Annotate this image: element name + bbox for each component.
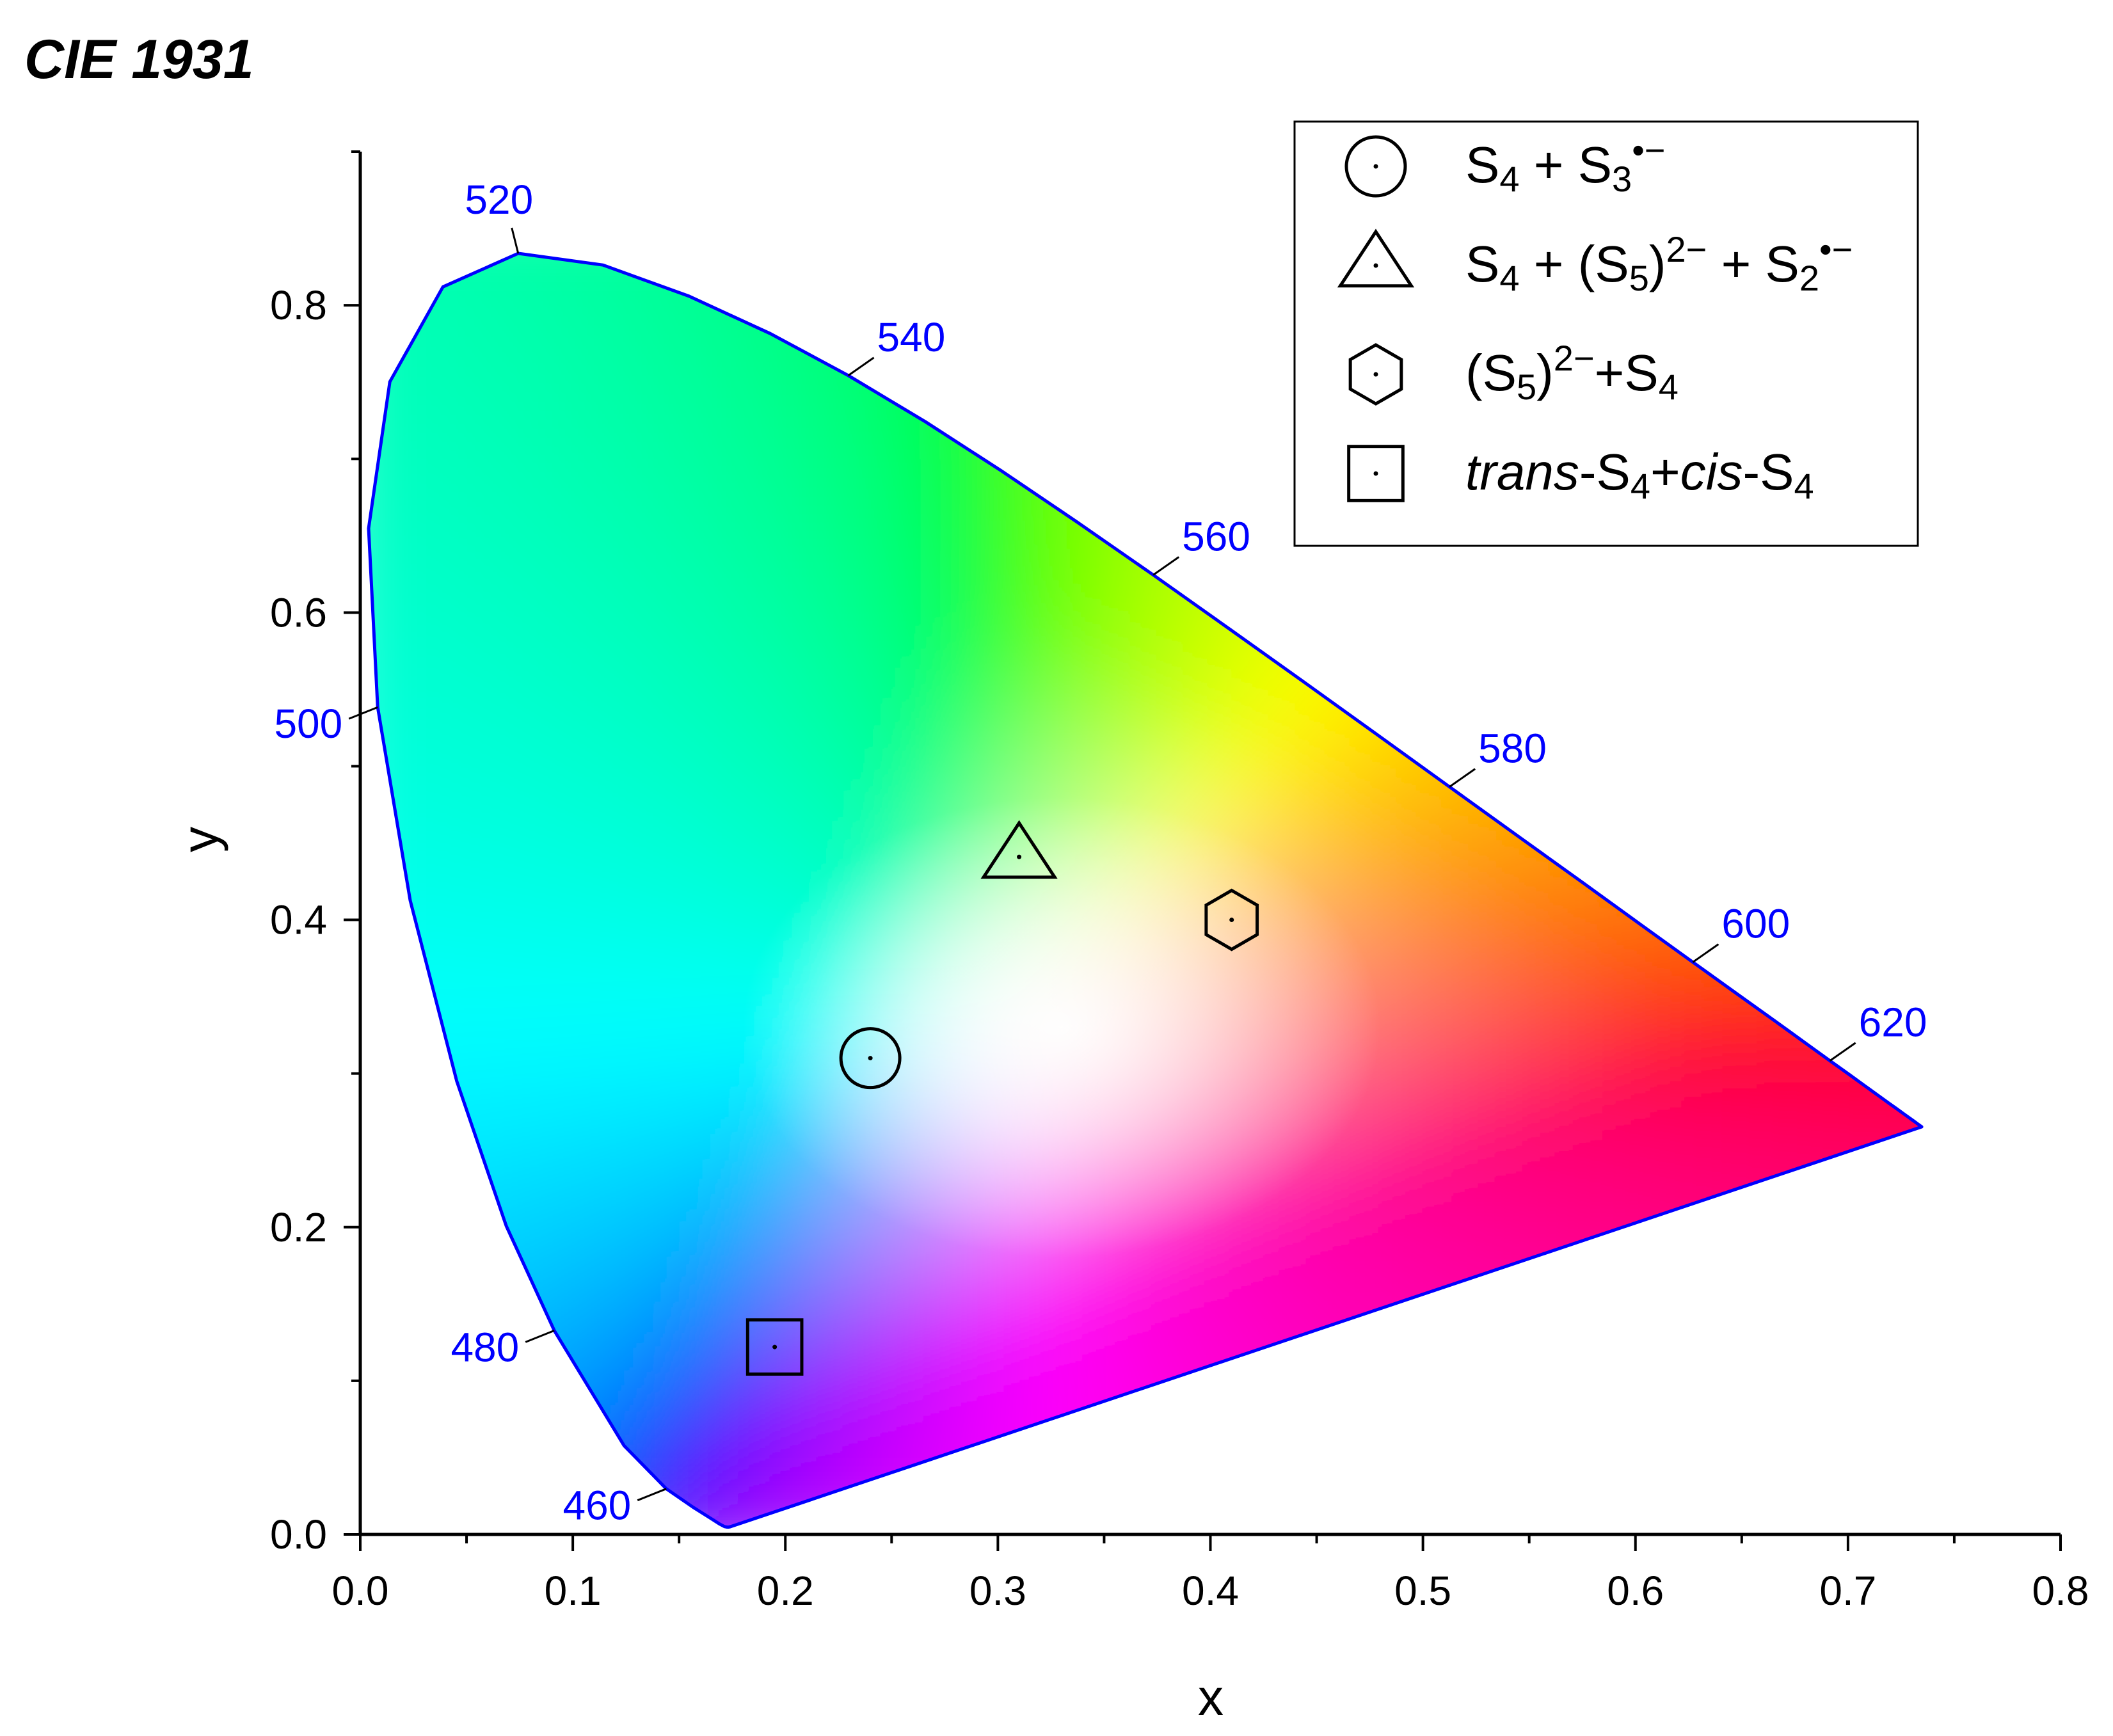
wavelength-tick <box>637 1488 667 1502</box>
y-tick-label: 0.2 <box>270 1204 327 1250</box>
wavelength-tick <box>511 227 520 254</box>
wavelength-label: 500 <box>274 701 342 747</box>
legend-entry: trans-S4+cis-S4 <box>1465 443 1814 506</box>
triangle-legend-marker <box>1337 228 1415 288</box>
x-ticks: 0.0 0.1 0.2 0.3 0.4 0.5 0.6 0.7 0.8 <box>332 1534 2089 1614</box>
x-axis-title: x <box>1198 1669 1224 1726</box>
x-tick-label: 0.5 <box>1394 1568 1451 1614</box>
wavelength-tick <box>1152 556 1180 576</box>
hexagon-data-point <box>1204 888 1259 952</box>
wavelength-tick <box>847 356 875 377</box>
white-point-glow <box>742 797 1381 1258</box>
x-tick-label: 0.1 <box>545 1568 602 1614</box>
x-tick-label: 0.2 <box>757 1568 814 1614</box>
legend: S4 + S3•− S4 + (S5)2− + S2•− (S5)2−+S4 tran… <box>1293 120 1919 547</box>
x-tick-label: 0.3 <box>969 1568 1026 1614</box>
wavelength-label: 520 <box>465 177 533 223</box>
circle-legend-marker <box>1344 135 1407 198</box>
circle-data-point <box>839 1027 902 1090</box>
wavelength-tick <box>1829 1042 1856 1062</box>
y-tick-label: 0.8 <box>270 282 327 328</box>
x-tick-label: 0.6 <box>1607 1568 1664 1614</box>
y-ticks: 0.0 0.2 0.4 0.6 0.8 <box>270 150 360 1557</box>
wavelength-label: 620 <box>1859 999 1927 1046</box>
wavelength-labels: 460 480 500 520 540 560 580 600 620 <box>274 177 1927 1529</box>
y-axis-title: y <box>171 827 228 852</box>
wavelength-label: 460 <box>562 1483 631 1529</box>
x-tick-label: 0.8 <box>2032 1568 2089 1614</box>
x-tick-label: 0.4 <box>1182 1568 1239 1614</box>
x-tick-label: 0.7 <box>1819 1568 1876 1614</box>
legend-entry: S4 + (S5)2− + S2•− <box>1465 229 1853 298</box>
square-data-point <box>746 1318 804 1376</box>
wavelength-tick <box>348 706 378 720</box>
square-legend-marker <box>1347 445 1405 502</box>
legend-entry: S4 + S3•− <box>1465 130 1666 199</box>
wavelength-label: 600 <box>1721 901 1790 947</box>
triangle-data-point <box>980 820 1058 879</box>
wavelength-label: 560 <box>1182 514 1250 560</box>
y-tick-label: 0.6 <box>270 589 327 635</box>
chart-title: CIE 1931 <box>24 29 254 90</box>
wavelength-tick <box>525 1329 555 1343</box>
wavelength-label: 540 <box>877 314 946 360</box>
x-tick-label: 0.0 <box>332 1568 389 1614</box>
y-tick-label: 0.4 <box>270 897 327 943</box>
legend-box <box>1293 120 1919 547</box>
hexagon-legend-marker <box>1348 343 1403 406</box>
legend-entry: (S5)2−+S4 <box>1465 338 1678 407</box>
wavelength-label: 580 <box>1478 726 1547 772</box>
data-points <box>746 820 1259 1376</box>
wavelength-tick <box>1449 768 1476 788</box>
y-tick-label: 0.0 <box>270 1511 327 1557</box>
wavelength-tick <box>1692 943 1719 963</box>
wavelength-label: 480 <box>451 1324 519 1370</box>
